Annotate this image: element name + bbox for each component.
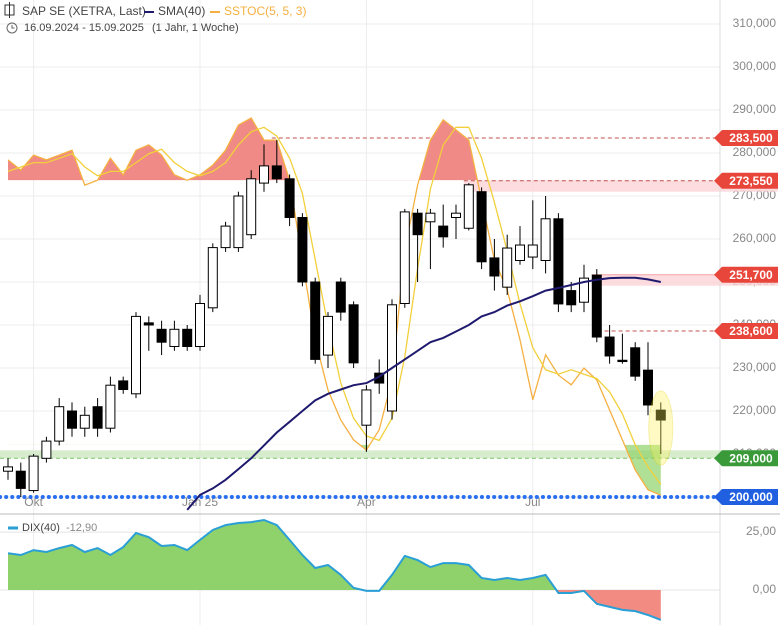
candle-body xyxy=(15,470,26,489)
legend-period: (1 Jahr, 1 Woche) xyxy=(152,22,239,34)
highlight xyxy=(648,390,674,466)
price-tag xyxy=(714,172,778,189)
candle-body xyxy=(438,225,449,238)
candle-body xyxy=(41,440,52,459)
candle-body xyxy=(451,212,461,218)
candle-body xyxy=(143,322,154,326)
y-tick-label: 25,00 xyxy=(746,524,776,538)
candle-body xyxy=(604,336,615,357)
candle-body xyxy=(540,218,551,261)
candle-body xyxy=(118,380,129,391)
candle-body xyxy=(131,315,141,395)
price-tag-label: 283,500 xyxy=(729,131,773,145)
overbought-fill xyxy=(8,118,661,181)
candle-body xyxy=(284,178,295,218)
candle-body xyxy=(463,184,474,229)
y-tick-label: 0,00 xyxy=(753,582,777,596)
level-zone xyxy=(463,180,778,192)
candle-body xyxy=(643,369,653,406)
price-tag xyxy=(714,450,778,467)
candle-body xyxy=(553,218,564,305)
sstoc-signal xyxy=(7,126,662,485)
candle-body xyxy=(630,347,641,377)
candle-body xyxy=(323,315,333,356)
x-tick-label: Okt xyxy=(24,495,43,509)
legend-sstoc: SSTOC(5, 5, 3) xyxy=(224,4,306,18)
dix-negative xyxy=(8,590,661,620)
level-zone xyxy=(591,274,778,286)
y-tick-label: 310,000 xyxy=(733,16,777,30)
candle-body xyxy=(271,165,282,180)
y-tick-label: 260,000 xyxy=(733,231,777,245)
candle-body xyxy=(297,216,308,283)
candle-body xyxy=(579,277,589,303)
candle-body xyxy=(425,212,436,223)
y-tick-label: 280,000 xyxy=(733,145,777,159)
candle-body xyxy=(348,304,359,364)
price-tag-label: 238,600 xyxy=(729,324,773,338)
y-tick-label: 220,000 xyxy=(733,403,777,417)
clock-icon xyxy=(11,25,15,29)
candle-body xyxy=(515,244,525,261)
candle-body xyxy=(617,359,628,363)
y-tick-label: 230,000 xyxy=(733,360,777,374)
price-tag xyxy=(714,129,778,146)
legend-dix: DIX(40) xyxy=(22,522,60,534)
legend-symbol: SAP SE (XETRA, Last) xyxy=(22,4,146,18)
y-tick-label: 290,000 xyxy=(733,102,777,116)
candle-body xyxy=(246,178,257,236)
candle-body xyxy=(182,328,193,348)
candle-body xyxy=(655,409,666,421)
candle-body xyxy=(220,225,231,249)
price-tag xyxy=(714,266,778,283)
candle-body xyxy=(105,384,116,429)
sma-line xyxy=(186,276,661,511)
candle-body xyxy=(156,328,167,343)
candle-body xyxy=(67,410,77,429)
candle-body xyxy=(92,406,103,429)
candle-body xyxy=(335,281,346,313)
candle-body xyxy=(54,406,65,442)
level-zone xyxy=(0,450,778,459)
legend-range: 16.09.2024 - 15.09.2025 xyxy=(24,22,144,34)
candle-body xyxy=(259,165,269,184)
price-tag-label: 209,000 xyxy=(729,451,773,465)
indicator-panel xyxy=(7,518,662,621)
candle-body xyxy=(3,466,13,472)
candle-body xyxy=(527,244,538,258)
price-tag-label: 251,700 xyxy=(729,268,773,282)
candle-body xyxy=(489,257,500,277)
y-tick-label: 300,000 xyxy=(733,59,777,73)
dix-line xyxy=(7,518,662,621)
clock-icon xyxy=(6,22,18,34)
legend: SAP SE (XETRA, Last) SMA(40) SSTOC(5, 5,… xyxy=(4,2,306,534)
candle-body xyxy=(79,414,90,429)
price-panel xyxy=(0,117,780,511)
price-tag-label: 273,550 xyxy=(729,174,773,188)
candle-body xyxy=(502,247,513,288)
candle-body xyxy=(566,290,577,306)
candle-body xyxy=(233,195,244,249)
candle-body xyxy=(195,302,205,348)
candle-body xyxy=(591,274,602,338)
candle-body xyxy=(412,212,423,236)
candle-body xyxy=(310,281,321,360)
legend-dix-value: -12,90 xyxy=(66,522,97,534)
candle-body xyxy=(476,191,487,263)
price-tag xyxy=(714,323,778,340)
candle-body xyxy=(207,247,218,309)
sstoc-line xyxy=(7,117,662,496)
candle-body xyxy=(28,455,39,492)
price-tag xyxy=(714,489,778,506)
price-tag-label: 200,000 xyxy=(729,490,773,504)
legend-sma: SMA(40) xyxy=(158,4,205,18)
dix-positive xyxy=(8,520,661,591)
candle-body xyxy=(387,304,397,412)
candle-body xyxy=(361,389,372,426)
price-tags: 283,500 273,550 251,700 238,600 209,000 200,0… xyxy=(714,129,778,506)
candle-body xyxy=(399,211,410,304)
candle-body xyxy=(169,328,180,348)
